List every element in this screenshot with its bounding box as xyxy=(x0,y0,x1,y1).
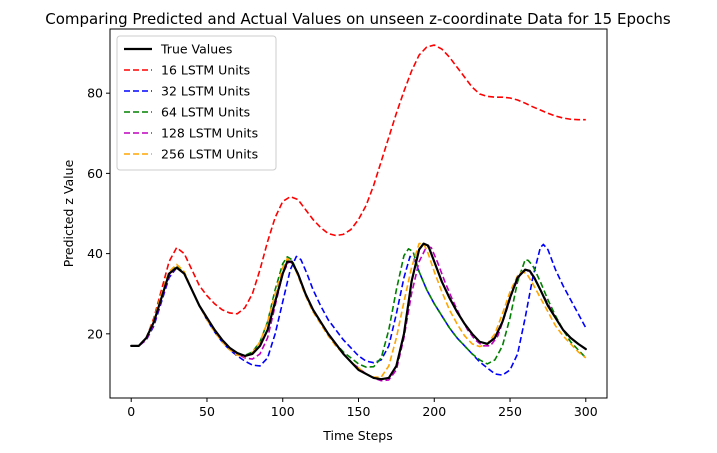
legend-item: 16 LSTM Units xyxy=(124,63,250,78)
x-tick-label: 250 xyxy=(498,404,522,419)
legend-box xyxy=(116,35,277,171)
legend-label: 64 LSTM Units xyxy=(161,105,250,120)
legend-item: 64 LSTM Units xyxy=(124,105,250,120)
x-axis-title: Time Steps xyxy=(322,428,393,443)
y-tick-label: 80 xyxy=(87,86,103,101)
series-line-16-lstm-units xyxy=(131,44,586,347)
legend-item: 256 LSTM Units xyxy=(124,147,258,162)
chart-title: Comparing Predicted and Actual Values on… xyxy=(45,10,671,28)
legend-label: 128 LSTM Units xyxy=(161,126,258,141)
legend-label: 32 LSTM Units xyxy=(161,84,250,99)
x-tick-label: 100 xyxy=(271,404,295,419)
legend-label: 16 LSTM Units xyxy=(161,63,250,78)
x-tick-label: 0 xyxy=(127,404,135,419)
series-layer xyxy=(130,44,587,382)
x-tick-label: 300 xyxy=(574,404,598,419)
legend-label: True Values xyxy=(160,42,232,57)
y-axis-title: Predicted z Value xyxy=(61,159,76,267)
legend: True Values 16 LSTM Units 32 LSTM Units 64 … xyxy=(116,35,277,171)
y-tick-label: 20 xyxy=(87,326,103,341)
y-tick-label: 40 xyxy=(87,246,103,261)
x-tick-label: 200 xyxy=(422,404,446,419)
x-tick-label: 150 xyxy=(347,404,371,419)
legend-item: 32 LSTM Units xyxy=(124,84,250,99)
x-tick-label: 50 xyxy=(199,404,215,419)
legend-item: True Values xyxy=(124,42,232,57)
legend-label: 256 LSTM Units xyxy=(161,147,258,162)
legend-item: 128 LSTM Units xyxy=(124,126,258,141)
y-tick-label: 60 xyxy=(87,166,103,181)
series-line-true-values xyxy=(130,242,587,381)
x-axis-ticks: 0 50 100 150 200 250 300 xyxy=(127,398,598,419)
y-axis-ticks: 20 40 60 80 xyxy=(87,86,110,341)
